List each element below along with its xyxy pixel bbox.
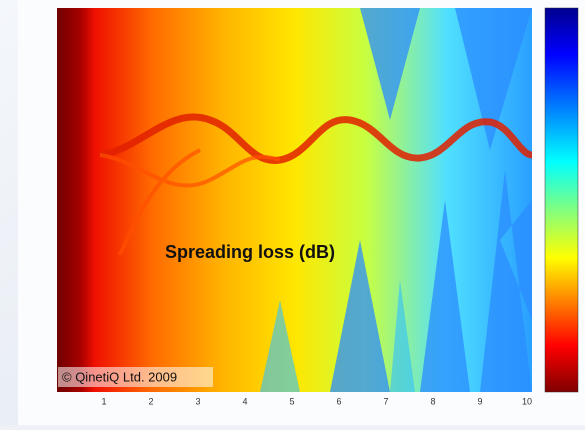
caustic [99, 113, 533, 164]
x-tick-label: 5 [289, 396, 294, 406]
x-tick-label: 9 [477, 396, 482, 406]
x-tick-label: 8 [430, 396, 435, 406]
x-tick-label: 2 [148, 396, 153, 406]
shadow-zones [330, 8, 532, 392]
copyright-bg [58, 367, 213, 387]
overlay-label: Spreading loss (dB) [165, 242, 335, 262]
heatmap [57, 8, 533, 392]
x-axis: 1 2 3 4 5 6 7 8 9 10 [101, 396, 532, 406]
x-tick-label: 4 [242, 396, 247, 406]
x-tick-label: 7 [383, 396, 388, 406]
shadow-zones [260, 280, 415, 392]
x-tick-label: 1 [101, 396, 106, 406]
x-tick-label: 3 [195, 396, 200, 406]
caustic [99, 148, 281, 256]
colorbar [544, 7, 579, 393]
x-tick-label: 10 [522, 396, 532, 406]
x-tick-label: 6 [336, 396, 341, 406]
copyright: © QinetiQ Ltd. 2009 [62, 369, 177, 384]
